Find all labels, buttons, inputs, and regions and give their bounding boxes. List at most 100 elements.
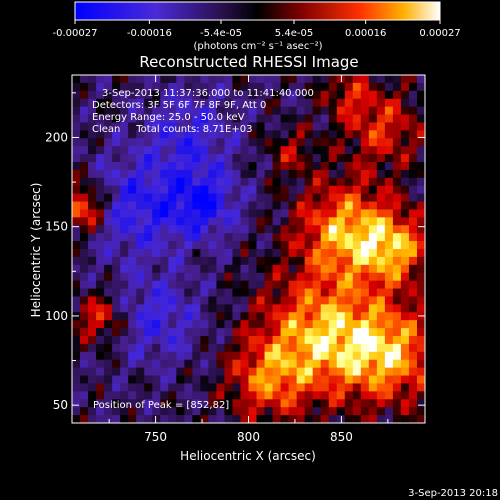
heatmap-cell [344,256,354,266]
heatmap-cell [336,193,346,202]
heatmap-cell [408,399,418,408]
heatmap-cell [320,399,330,408]
heatmap-cell [368,114,378,123]
heatmap-cell [416,288,425,297]
heatmap-cell [96,130,105,139]
heatmap-cell [208,296,217,305]
heatmap-cell [288,154,298,163]
heatmap-cell [72,90,81,100]
heatmap-cell [400,320,410,329]
heatmap-cell [360,138,370,147]
heatmap-cell [288,336,298,345]
heatmap-cell [136,217,145,226]
heatmap-cell [256,106,265,115]
heatmap-cell [264,272,273,282]
heatmap-cell [264,98,273,108]
heatmap-cell [88,415,97,423]
heatmap-cell [176,217,185,226]
heatmap-cell [280,272,290,282]
heatmap-cell [296,225,306,234]
heatmap-cell [128,162,137,171]
heatmap-cell [120,375,129,384]
heatmap-cell [328,304,338,313]
heatmap-cell [136,225,145,234]
heatmap-cell [208,75,217,84]
heatmap-cell [240,304,249,313]
heatmap-cell [176,343,185,353]
heatmap-cell [288,225,298,234]
heatmap-cell [152,122,161,131]
heatmap-cell [232,272,241,282]
heatmap-cell [416,185,425,195]
heatmap-cell [296,336,306,345]
heatmap-cell [248,122,257,131]
heatmap-cell [224,296,233,305]
heatmap-cell [280,249,290,258]
heatmap-cell [288,288,298,297]
heatmap-cell [168,296,177,305]
heatmap-cell [368,407,378,416]
heatmap-cell [216,296,225,305]
heatmap-cell [272,249,281,258]
heatmap-cell [80,146,89,155]
heatmap-cell [376,106,386,115]
heatmap-cell [344,169,354,179]
heatmap-cell [144,288,153,297]
heatmap-cell [216,201,225,210]
heatmap-cell [168,280,177,289]
heatmap-cell [416,122,425,131]
heatmap-cell [192,375,201,384]
heatmap-cell [160,312,169,321]
chart-title: Reconstructed RHESSI Image [139,53,358,71]
heatmap-cell [112,217,121,226]
heatmap-cell [192,201,201,210]
heatmap-cell [216,320,225,329]
heatmap-cell [152,162,161,171]
heatmap-cell [232,225,241,234]
heatmap-cell [168,138,177,147]
heatmap-cell [344,383,354,392]
heatmap-cell [224,391,233,400]
heatmap-cell [176,249,185,258]
heatmap-cell [256,407,265,416]
heatmap-cell [272,106,281,115]
heatmap-cell [304,312,314,321]
heatmap-cell [408,146,418,155]
heatmap-cell [152,169,161,179]
heatmap-cell [240,336,249,345]
heatmap-cell [264,256,273,266]
heatmap-cell [200,328,209,337]
heatmap-cell [408,367,418,376]
heatmap-cell [216,304,225,313]
heatmap-cell [344,304,354,313]
heatmap-cell [352,146,362,155]
heatmap-cell [416,264,425,274]
heatmap-cell [232,320,241,329]
heatmap-cell [184,304,193,313]
heatmap-cell [168,415,177,423]
heatmap-cell [400,233,410,242]
heatmap-cell [240,320,249,329]
heatmap-cell [72,217,81,226]
heatmap-cell [328,312,338,321]
heatmap-cell [96,312,105,321]
heatmap-cell [272,343,281,353]
heatmap-cell [224,343,233,353]
heatmap-cell [280,280,290,289]
heatmap-cell [336,106,346,115]
heatmap-cell [176,272,185,282]
heatmap-cell [408,391,418,400]
heatmap-cell [200,288,209,297]
heatmap-cell [176,82,185,92]
heatmap-cell [144,154,153,163]
colorbar-tick-label: 0.00016 [345,28,386,39]
heatmap-cell [272,367,281,376]
heatmap-cell [344,217,354,226]
heatmap-cell [400,138,410,147]
heatmap-cell [296,312,306,321]
colorbar-tick-label: 5.4e-05 [275,28,313,39]
heatmap-cell [352,320,362,329]
heatmap-cell [232,154,241,163]
heatmap-cell [88,225,97,234]
